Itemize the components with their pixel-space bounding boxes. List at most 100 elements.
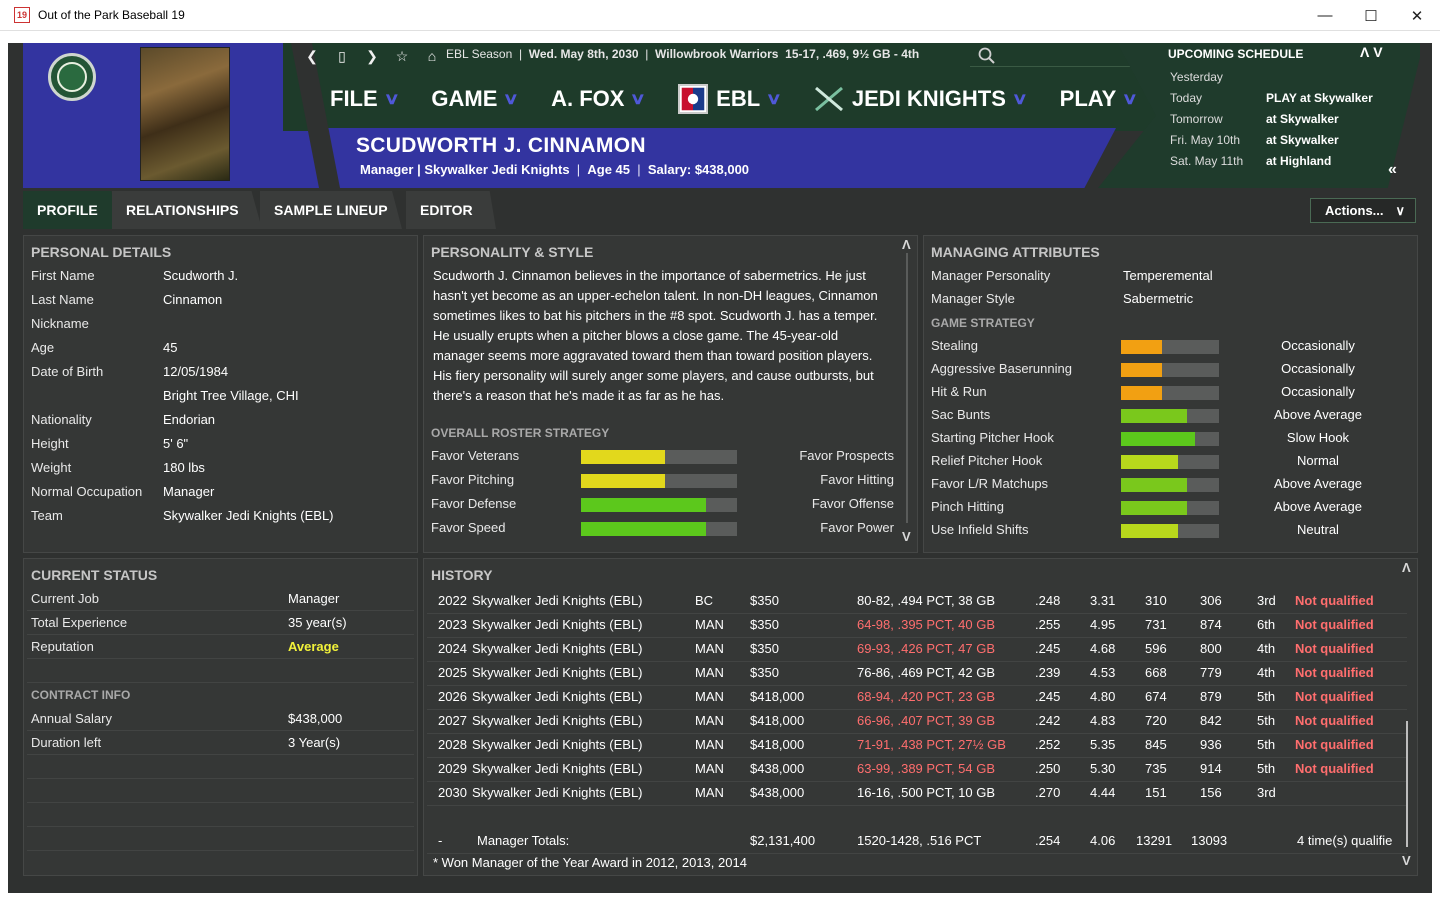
scroll-down-icon[interactable]: V — [1402, 853, 1411, 868]
table-row[interactable]: 2026 Skywalker Jedi Knights (EBL) MAN $418,… — [423, 686, 1413, 710]
history-salary: $418,000 — [750, 737, 805, 752]
strategy-bar — [581, 498, 737, 512]
history-salary: $350 — [750, 641, 779, 656]
strategy-bar-fill — [1121, 386, 1162, 400]
history-record: 66-96, .407 PCT, 39 GB — [857, 713, 996, 728]
row-divider — [427, 757, 1407, 758]
history-award: Not qualified — [1295, 617, 1374, 632]
menu-file[interactable]: FILE ∨ — [330, 86, 400, 111]
detail-value: 45 — [163, 340, 178, 355]
strategy-bar — [581, 474, 737, 488]
contract-value: 3 Year(s) — [288, 735, 341, 750]
row-divider — [427, 805, 1407, 806]
minimize-icon[interactable]: — — [1317, 7, 1333, 24]
status-value: Average — [288, 639, 339, 654]
row-divider — [427, 637, 1407, 638]
menu-league[interactable]: EBL ∨ — [678, 84, 782, 114]
history-pos: 6th — [1257, 617, 1276, 632]
chevron-down-icon: ∨ — [503, 91, 520, 108]
strategy-bar-fill — [1121, 501, 1187, 515]
detail-label: Last Name — [31, 292, 94, 307]
collapse-icon[interactable]: « — [1388, 161, 1397, 178]
strategy-right-label: Favor Prospects — [799, 448, 894, 463]
history-pos: 5th — [1257, 737, 1276, 752]
forward-icon[interactable]: ❯ — [366, 47, 378, 64]
totals-award: 4 time(s) qualifie — [1297, 833, 1393, 848]
schedule-game[interactable]: at Skywalker — [1266, 112, 1339, 126]
personality-text: Scudworth J. Cinnamon believes in the im… — [433, 268, 878, 403]
history-title: HISTORY — [431, 567, 493, 583]
back-icon[interactable]: ❮ — [306, 47, 318, 64]
history-rs: 674 — [1145, 689, 1167, 704]
roster-strategy-title: OVERALL ROSTER STRATEGY — [431, 426, 610, 440]
search-icon[interactable] — [978, 47, 996, 65]
strategy-label: Hit & Run — [931, 384, 987, 399]
actions-dropdown[interactable]: Actions... ∨ — [1310, 198, 1416, 223]
schedule-arrows[interactable]: Λ V — [1360, 44, 1383, 60]
history-salary: $350 — [750, 665, 779, 680]
strategy-left-label: Favor Defense — [431, 496, 517, 511]
history-year: 2023 — [438, 617, 467, 632]
totals-label: Manager Totals: — [477, 833, 570, 848]
history-rs: 668 — [1145, 665, 1167, 680]
history-year: 2028 — [438, 737, 467, 752]
scrollbar[interactable] — [906, 253, 908, 523]
history-ra: 779 — [1200, 665, 1222, 680]
menu-play[interactable]: PLAY ∨ — [1059, 86, 1139, 111]
detail-label: Date of Birth — [31, 364, 104, 379]
tab-profile[interactable]: PROFILE — [23, 191, 118, 229]
row-divider — [27, 802, 414, 803]
window-title-bar: 19 Out of the Park Baseball 19 — ☐ ✕ — [0, 0, 1440, 31]
tab-sample-lineup[interactable]: SAMPLE LINEUP — [260, 191, 402, 229]
history-ra: 842 — [1200, 713, 1222, 728]
table-row[interactable]: 2024 Skywalker Jedi Knights (EBL) MAN $350 6… — [423, 638, 1413, 662]
schedule-game[interactable]: at Highland — [1266, 154, 1332, 168]
tab-editor[interactable]: EDITOR — [406, 191, 496, 229]
menu-game[interactable]: GAME ∨ — [431, 86, 520, 111]
personal-details-title: PERSONAL DETAILS — [31, 244, 172, 260]
history-salary: $438,000 — [750, 761, 805, 776]
history-ra: 874 — [1200, 617, 1222, 632]
scroll-up-icon[interactable]: Λ — [902, 237, 911, 252]
scroll-up-icon[interactable]: Λ — [1402, 560, 1411, 575]
strategy-label: Sac Bunts — [931, 407, 991, 422]
star-icon[interactable]: ☆ — [395, 47, 409, 64]
strategy-bar-fill — [1121, 340, 1162, 354]
maximize-icon[interactable]: ☐ — [1364, 7, 1378, 25]
menu-team[interactable]: JEDI KNIGHTS ∨ — [814, 86, 1028, 112]
row-divider — [427, 781, 1407, 782]
status-value: 35 year(s) — [288, 615, 347, 630]
home-icon[interactable]: ⌂ — [427, 48, 437, 64]
strategy-bar — [581, 450, 737, 464]
scroll-down-icon[interactable]: V — [902, 529, 911, 544]
team-logo[interactable] — [48, 53, 96, 101]
schedule-game[interactable]: at Skywalker — [1266, 133, 1339, 147]
history-rs: 151 — [1145, 785, 1167, 800]
table-row[interactable]: 2022 Skywalker Jedi Knights (EBL) BC $350 80… — [423, 590, 1413, 614]
table-row[interactable]: 2030 Skywalker Jedi Knights (EBL) MAN $438,… — [423, 782, 1413, 806]
detail-value: Bright Tree Village, CHI — [163, 388, 299, 403]
history-role: MAN — [695, 641, 724, 656]
history-era: 5.30 — [1090, 761, 1116, 776]
schedule-game[interactable]: PLAY at Skywalker — [1266, 91, 1373, 105]
table-row[interactable]: 2025 Skywalker Jedi Knights (EBL) MAN $350 7… — [423, 662, 1413, 686]
tab-relationships[interactable]: RELATIONSHIPS — [112, 191, 262, 229]
table-row[interactable]: 2028 Skywalker Jedi Knights (EBL) MAN $418,… — [423, 734, 1413, 758]
strategy-bar — [1121, 340, 1219, 354]
close-icon[interactable]: ✕ — [1410, 7, 1424, 25]
detail-label: Normal Occupation — [31, 484, 143, 499]
history-salary: $418,000 — [750, 689, 805, 704]
page-icon[interactable]: ▯ — [338, 47, 346, 64]
detail-value: 5' 6" — [163, 436, 189, 451]
row-divider — [27, 634, 414, 635]
totals-ra: 13093 — [1191, 833, 1228, 848]
table-row[interactable]: 2027 Skywalker Jedi Knights (EBL) MAN $418,… — [423, 710, 1413, 734]
table-row[interactable]: 2023 Skywalker Jedi Knights (EBL) MAN $350 6… — [423, 614, 1413, 638]
scrollbar-thumb[interactable] — [1406, 721, 1408, 847]
history-ra: 914 — [1200, 761, 1222, 776]
search-input[interactable] — [970, 45, 1154, 67]
strategy-left-label: Favor Veterans — [431, 448, 520, 463]
row-divider — [27, 850, 414, 851]
table-row[interactable]: 2029 Skywalker Jedi Knights (EBL) MAN $438,… — [423, 758, 1413, 782]
menu-manager[interactable]: A. FOX ∨ — [551, 86, 647, 111]
